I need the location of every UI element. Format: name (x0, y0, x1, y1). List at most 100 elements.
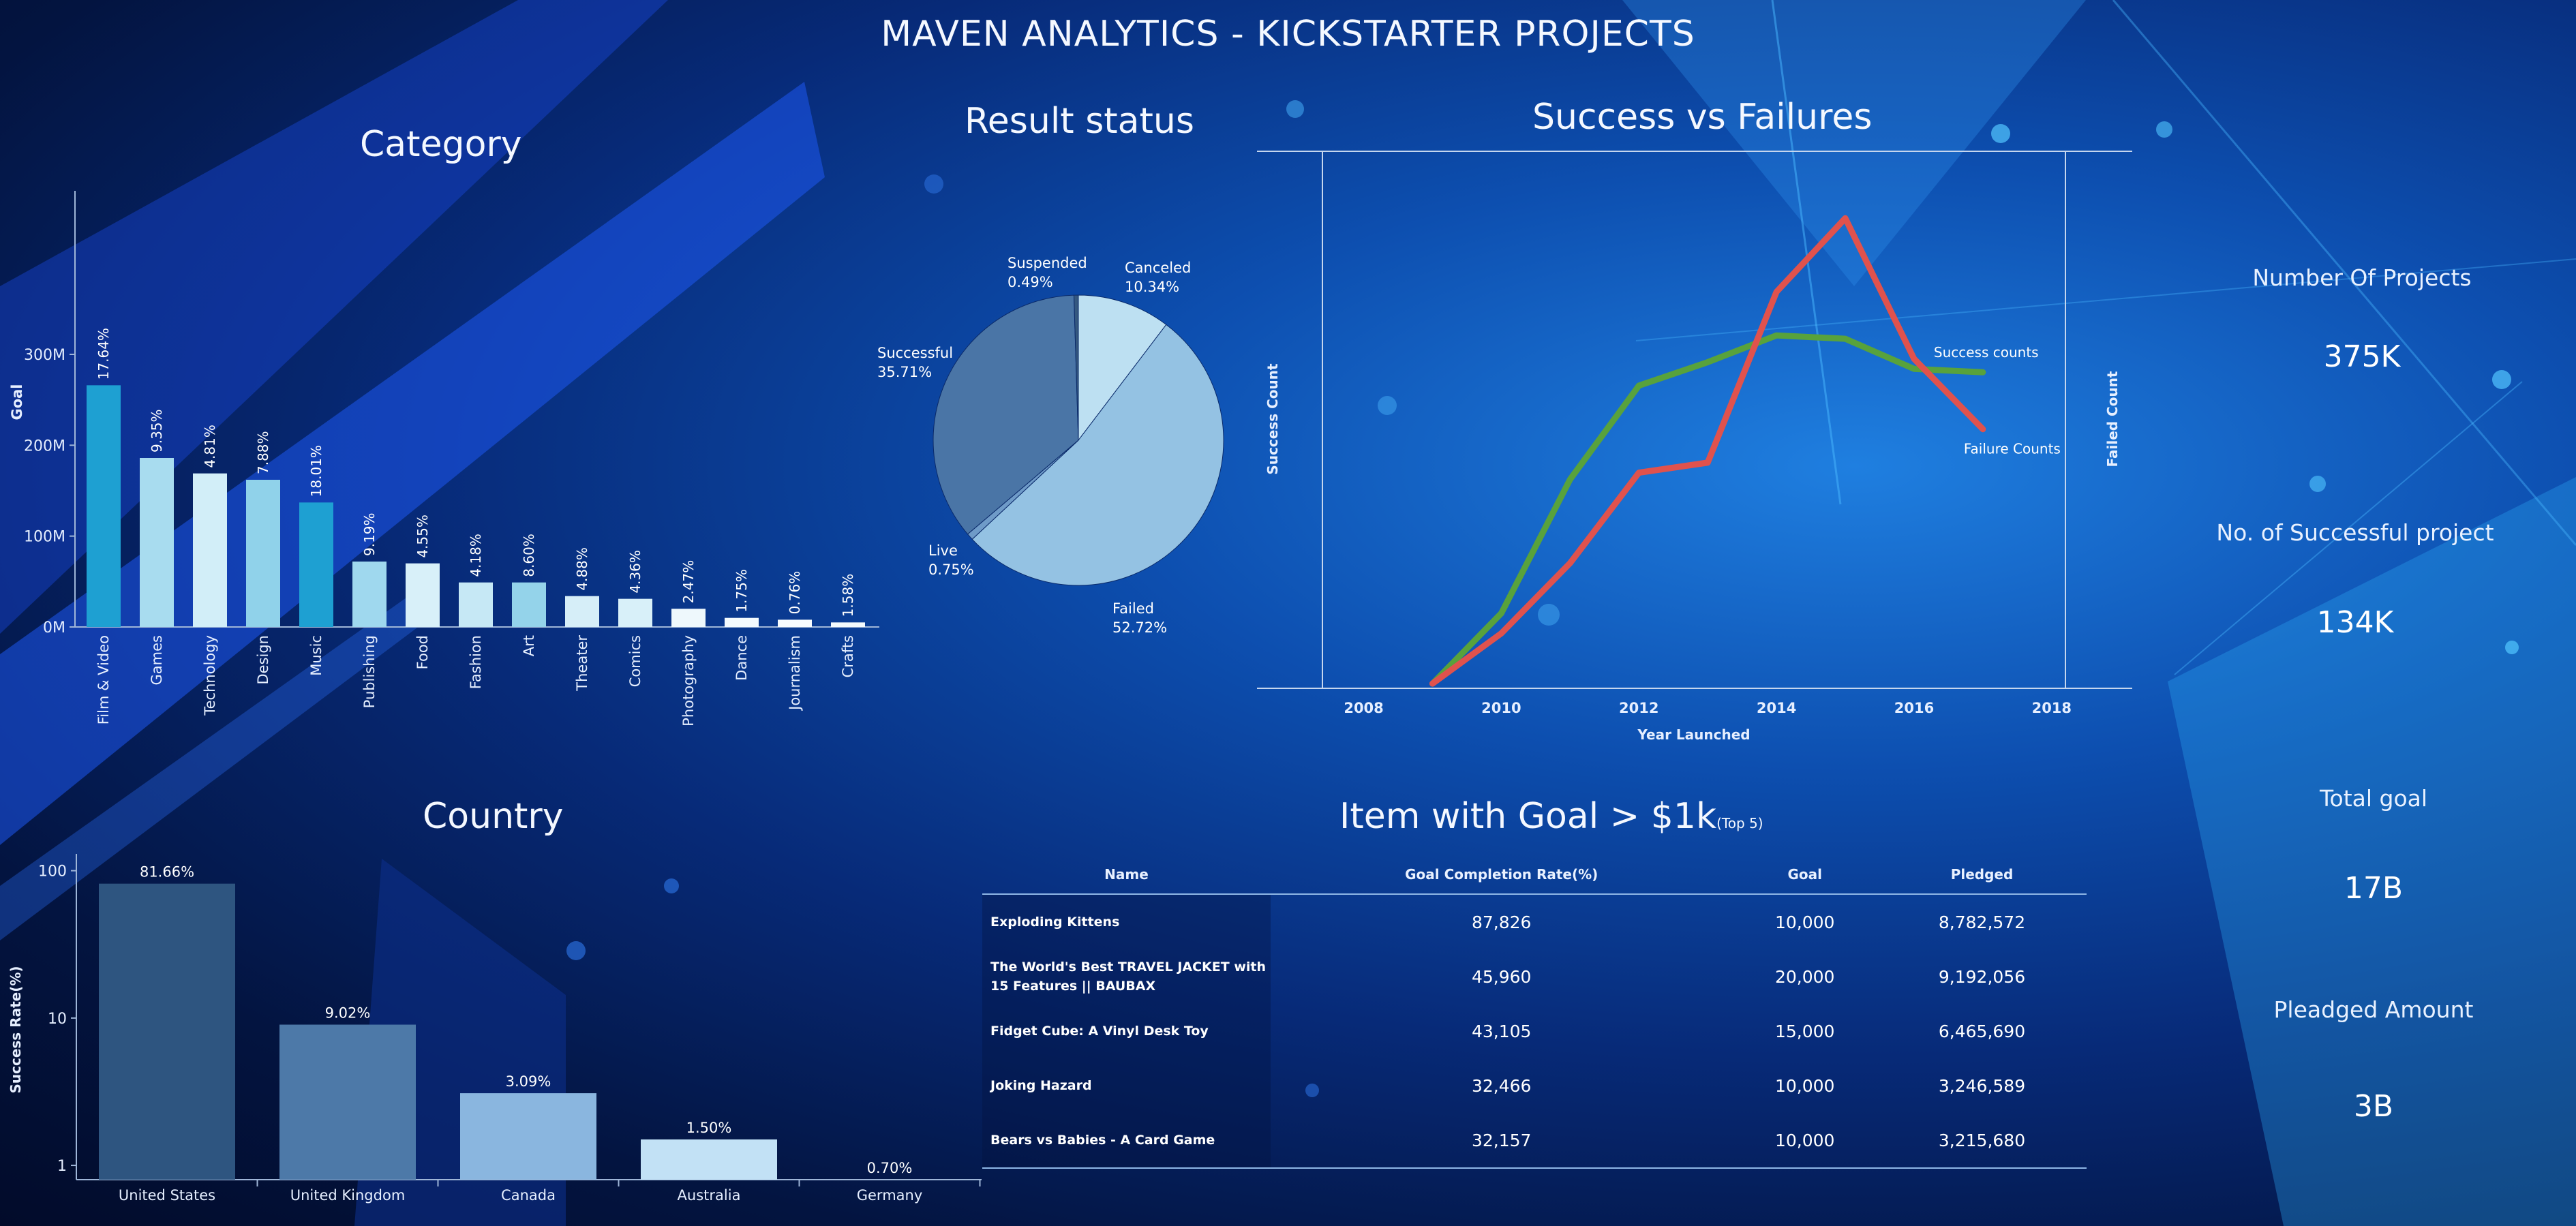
kpi-projects-value: 375K (2323, 339, 2401, 374)
top-items-table: Name Goal Completion Rate(%) Goal Pledge… (982, 855, 2087, 1169)
category-bar-label: 2.47% (680, 560, 697, 604)
kpi-total-goal-value: 17B (2344, 871, 2404, 906)
category-x-tick-label: Food (414, 635, 431, 669)
pie-slice-percent: 0.75% (928, 562, 974, 578)
category-bar (671, 609, 706, 627)
category-bar-label: 4.55% (414, 515, 431, 558)
item-pledged: 6,465,690 (1938, 1021, 2026, 1041)
column-header-completion-rate[interactable]: Goal Completion Rate(%) (1271, 855, 1733, 895)
kpi-successful-value: 134K (2316, 605, 2394, 640)
country-bar-chart: 1 10 100 Success Rate(%) 81.66% United States… (7, 854, 982, 1204)
table-row[interactable]: The World's Best TRAVEL JACKET with 15 F… (982, 949, 2087, 1004)
country-bar-label: 3.09% (506, 1073, 551, 1090)
category-x-tick-label: Technology (202, 635, 218, 716)
item-completion-rate: 32,466 (1471, 1075, 1532, 1096)
line-x-tick-label: 2014 (1757, 700, 1796, 716)
category-bar (459, 582, 493, 627)
item-pledged: 8,782,572 (1938, 912, 2026, 932)
pie-slice-name: Live (928, 542, 958, 559)
category-x-tick-label: Music (308, 635, 324, 676)
country-bar (460, 1093, 596, 1180)
kpi-pledged-label: Pleadged Amount (2273, 996, 2474, 1023)
category-bar (193, 473, 227, 627)
category-x-tick-label: Games (149, 635, 165, 685)
table-row[interactable]: Fidget Cube: A Vinyl Desk Toy 43,105 15,… (982, 1004, 2087, 1058)
table-row[interactable]: Exploding Kittens 87,826 10,000 8,782,57… (982, 894, 2087, 949)
category-bar-label: 9.35% (149, 409, 165, 453)
category-y-tick-label: 0M (43, 619, 65, 637)
item-goal: 10,000 (1732, 1113, 1877, 1169)
items-title-text: Item with Goal > $1k (1339, 796, 1717, 837)
category-bar (140, 458, 174, 627)
success-vs-failures-line-chart: 2008 2010 2012 2014 2016 2018 Year Launched Suc… (1257, 151, 2132, 743)
category-bar-chart: 0M 100M 200M 300M Goal 17.64% Film & Video 9.35… (9, 191, 879, 726)
item-pledged: 3,215,680 (1877, 1113, 2087, 1169)
pie-slice (1073, 294, 1079, 441)
category-bar (512, 582, 546, 627)
result-status-title: Result status (965, 101, 1194, 142)
items-subtitle: (Top 5) (1716, 815, 1763, 831)
pie-slice-percent: 52.72% (1112, 619, 1167, 636)
success-vs-failures-title: Success vs Failures (1532, 97, 1873, 138)
line-x-tick-label: 2016 (1894, 700, 1934, 716)
item-name: The World's Best TRAVEL JACKET with 15 F… (982, 949, 1271, 1004)
item-goal: 10,000 (1774, 1075, 1835, 1096)
category-x-tick-label: Dance (733, 635, 750, 681)
category-bar-label: 0.76% (787, 571, 803, 615)
country-title: Country (423, 796, 564, 837)
item-name: Fidget Cube: A Vinyl Desk Toy (982, 1004, 1271, 1058)
category-bar (565, 596, 599, 627)
column-header-name[interactable]: Name (982, 855, 1271, 895)
category-bar-label: 18.01% (308, 445, 324, 497)
country-x-tick-label: Australia (678, 1187, 741, 1204)
line-series-label: Failure Counts (1964, 441, 2061, 457)
item-name: Bears vs Babies - A Card Game (982, 1113, 1271, 1169)
category-bar-label: 1.58% (840, 574, 856, 617)
category-bar-label: 1.75% (733, 569, 750, 613)
kpi-projects-label: Number Of Projects (2252, 264, 2472, 291)
category-x-tick-label: Design (255, 635, 271, 685)
pie-slice-name: Successful (877, 345, 953, 361)
category-bar (246, 480, 280, 627)
category-bar-label: 8.60% (521, 534, 537, 577)
table-row[interactable]: Joking Hazard 32,466 10,000 3,246,589 (982, 1058, 2087, 1113)
table-header-row: Name Goal Completion Rate(%) Goal Pledge… (982, 855, 2087, 895)
category-bar (778, 619, 812, 627)
category-bar-label: 4.88% (574, 547, 590, 591)
line-x-tick-label: 2018 (2032, 700, 2072, 716)
item-completion-rate: 32,157 (1271, 1113, 1733, 1169)
category-x-tick-label: Photography (680, 635, 697, 726)
item-goal: 10,000 (1774, 912, 1835, 932)
table-row[interactable]: Bears vs Babies - A Card Game 32,157 10,… (982, 1113, 2087, 1169)
country-x-tick-label: United Kingdom (290, 1187, 406, 1204)
category-bar (725, 617, 759, 627)
item-pledged: 9,192,056 (1938, 966, 2026, 987)
category-bar-label: 17.64% (95, 328, 112, 380)
line-x-tick-label: 2008 (1344, 700, 1383, 716)
pie-slice-percent: 10.34% (1125, 279, 1179, 295)
pie-slice-name: Canceled (1125, 260, 1191, 276)
result-status-pie-chart: Canceled 10.34% Failed 52.72% Live 0.75% Succe… (877, 255, 1224, 636)
items-title: Item with Goal > $1k(Top 5) (1339, 796, 1763, 837)
category-x-tick-label: Theater (574, 635, 590, 692)
line-y-axis-label-left: Success Count (1264, 363, 1281, 475)
line-x-axis-label: Year Launched (1637, 726, 1750, 743)
country-y-tick-label: 100 (38, 863, 67, 880)
category-bar-label: 4.18% (468, 534, 484, 577)
category-bar-label: 7.88% (255, 431, 271, 474)
country-y-axis-label: Success Rate(%) (7, 966, 24, 1093)
column-header-pledged[interactable]: Pledged (1877, 855, 2087, 895)
item-pledged: 3,246,589 (1938, 1075, 2026, 1096)
dashboard-title: MAVEN ANALYTICS - KICKSTARTER PROJECTS (881, 14, 1695, 55)
column-header-goal[interactable]: Goal (1732, 855, 1877, 895)
line-x-tick-label: 2010 (1481, 700, 1521, 716)
item-completion-rate: 43,105 (1471, 1021, 1532, 1041)
country-bar (279, 1024, 416, 1180)
country-y-tick-label: 10 (48, 1011, 67, 1028)
item-goal: 20,000 (1774, 966, 1835, 987)
category-y-tick-label: 300M (24, 347, 65, 364)
category-bar (352, 562, 387, 627)
category-bar (299, 502, 333, 627)
category-y-axis-label: Goal (9, 384, 25, 420)
category-x-tick-label: Journalism (787, 635, 803, 711)
